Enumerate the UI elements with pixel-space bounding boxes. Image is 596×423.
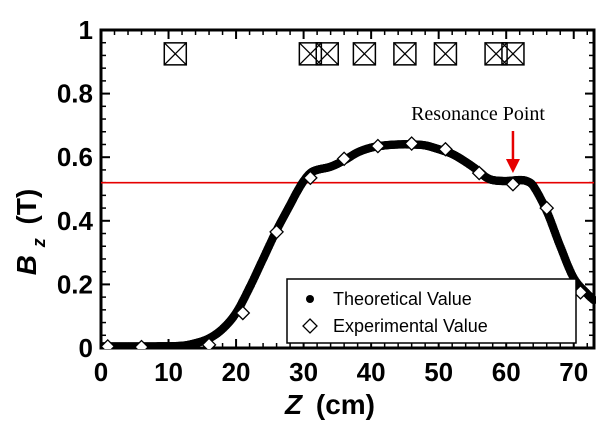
coil-box: [484, 42, 508, 66]
experimental-point: [101, 338, 116, 349]
annotation-arrow-head: [505, 159, 520, 174]
x-tick-label: 10: [154, 357, 183, 387]
experimental-point: [370, 138, 386, 154]
experimental-point: [235, 305, 251, 321]
y-tick-label: 0.6: [57, 142, 93, 172]
coil-cross: [298, 42, 322, 66]
coil-box: [315, 42, 339, 66]
coil-box: [352, 42, 377, 66]
experimental-point: [438, 141, 453, 157]
coil-cross: [484, 42, 508, 66]
legend-box: [286, 278, 577, 344]
experimental-point: [539, 200, 555, 216]
y-tick-label: 0: [79, 333, 93, 363]
y-axis-subscript: z: [29, 238, 49, 248]
coil-cross: [393, 42, 417, 66]
legend-experimental-label: Experimental Value: [333, 316, 488, 336]
x-tick-label: 60: [492, 357, 521, 387]
x-tick-label: 30: [289, 357, 318, 387]
y-tick-label: 0.2: [57, 269, 93, 299]
coil-marker-icon: [501, 42, 525, 66]
y-tick-labels: 0 0.2 0.4 0.6 0.8 1: [57, 15, 94, 363]
coil-marker-icon: [298, 42, 323, 66]
coil-box: [298, 42, 323, 66]
coil-cross: [352, 42, 376, 66]
experimental-point: [404, 136, 420, 151]
coil-box: [501, 42, 525, 66]
coil-marker-icon: [484, 42, 508, 66]
x-tick-label: 0: [94, 357, 108, 387]
x-tick-label: 40: [357, 357, 386, 387]
coil-box: [433, 42, 458, 66]
plot-frame: [99, 28, 596, 350]
resonance-annotation: Resonance Point: [411, 103, 545, 174]
x-axis-variable: Z: [284, 389, 303, 420]
x-tick-label: 20: [222, 357, 251, 387]
coil-markers: [163, 42, 525, 66]
y-axis-title: B z (T): [11, 189, 51, 276]
legend: Theoretical Value Experimental Value: [286, 278, 577, 344]
y-tick-label: 0.4: [57, 206, 94, 236]
coil-marker-icon: [352, 42, 377, 66]
coil-cross: [163, 42, 187, 66]
axis-ticks: [100, 29, 594, 349]
coil-marker-icon: [163, 42, 188, 66]
x-tick-label: 50: [424, 357, 453, 387]
experimental-point: [505, 176, 521, 192]
experimental-series: [101, 136, 588, 349]
experimental-point: [471, 165, 487, 181]
experimental-point: [302, 170, 318, 186]
experimental-point: [134, 339, 149, 349]
svg-text:B z (T): B z (T): [11, 189, 51, 276]
coil-marker-icon: [393, 42, 417, 66]
x-axis-title: Z (cm): [284, 389, 375, 420]
coil-cross: [501, 42, 525, 66]
coil-box: [393, 42, 417, 66]
coil-marker-icon: [315, 42, 339, 66]
y-tick-label: 1: [79, 15, 93, 45]
x-axis-unit: (cm): [316, 389, 375, 420]
legend-theoretical-marker: [306, 295, 314, 303]
legend-experimental-marker: [302, 318, 318, 334]
experimental-point: [201, 337, 217, 349]
x-tick-labels: 0 10 20 30 40 50 60 70: [94, 357, 588, 387]
x-tick-label: 70: [559, 357, 588, 387]
coil-marker-icon: [433, 42, 458, 66]
coil-box: [163, 42, 188, 66]
experimental-point: [336, 151, 352, 167]
y-axis-variable: B: [11, 255, 42, 275]
y-tick-label: 0.8: [57, 79, 93, 109]
annotation-label: Resonance Point: [411, 103, 545, 125]
experimental-point: [269, 224, 285, 240]
legend-theoretical-label: Theoretical Value: [333, 289, 472, 309]
coil-cross: [315, 42, 339, 66]
theoretical-point: [589, 295, 596, 305]
y-axis-unit: (T): [11, 189, 42, 225]
coil-cross: [433, 42, 457, 66]
